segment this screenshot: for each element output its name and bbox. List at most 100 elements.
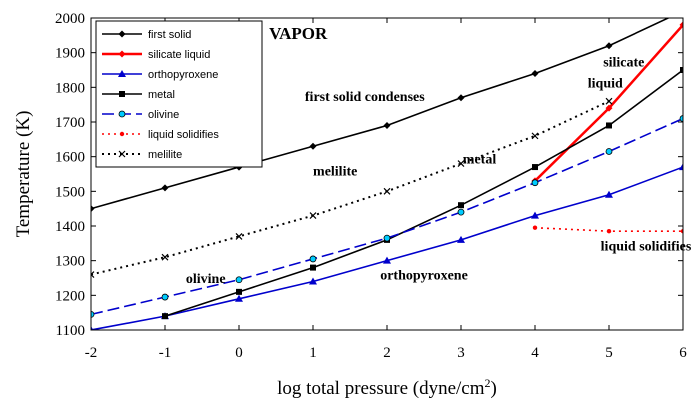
data-point-olivine bbox=[605, 148, 613, 155]
data-point-metal bbox=[162, 313, 168, 320]
annotation-label: liquid bbox=[588, 76, 623, 91]
data-point-olivine bbox=[161, 293, 169, 301]
series-orthopyroxene bbox=[91, 163, 683, 330]
y-tick-label: 1100 bbox=[56, 323, 85, 339]
y-tick-label: 1400 bbox=[55, 219, 85, 235]
y-tick-label: 1900 bbox=[55, 46, 85, 62]
legend-marker-liquid-solidifies bbox=[119, 131, 125, 137]
y-tick-label: 1700 bbox=[55, 115, 85, 131]
annotation-label: melilite bbox=[313, 165, 357, 180]
legend: first solid silicate liquid orthopyroxene m… bbox=[95, 20, 263, 168]
plot-frame bbox=[90, 17, 684, 331]
legend-label-metal: metal bbox=[148, 89, 175, 101]
annotation-label: orthopyroxene bbox=[380, 269, 468, 284]
data-point-metal bbox=[680, 67, 683, 73]
annotation-label: liquid solidifies bbox=[601, 239, 692, 254]
legend-marker-silicate-liquid bbox=[118, 50, 126, 58]
annotation-layer: VAPOR first solid condenses silicate liquid… bbox=[186, 24, 692, 287]
y-tick-label: 2000 bbox=[55, 11, 85, 27]
annotation-label: VAPOR bbox=[269, 24, 328, 43]
annotation-label: olivine bbox=[186, 272, 226, 287]
x-tick-label: 6 bbox=[679, 345, 687, 361]
data-point-melilite bbox=[383, 187, 391, 195]
legend-marker-melilite bbox=[118, 150, 126, 158]
series-first-solid bbox=[91, 8, 687, 213]
y-tick-label: 1600 bbox=[55, 150, 85, 166]
data-point-olivine bbox=[309, 255, 317, 263]
data-point-metal bbox=[532, 164, 538, 171]
series-line-metal bbox=[164, 69, 683, 317]
data-point-first-solid bbox=[383, 121, 391, 129]
legend-label-first-solid: first solid bbox=[148, 29, 191, 41]
data-point-liquid-solidifies bbox=[606, 229, 612, 234]
y-tick-labels: 1100 1200 1300 1400 1500 1600 1700 1800 1900 2000 bbox=[55, 11, 85, 339]
data-point-first-solid bbox=[457, 94, 465, 102]
data-point-liquid-solidifies bbox=[680, 229, 683, 234]
data-point-melilite bbox=[605, 97, 613, 105]
x-tick-label: 2 bbox=[383, 345, 391, 361]
x-tick-label: -2 bbox=[85, 345, 98, 361]
data-point-first-solid bbox=[680, 8, 687, 15]
data-point-orthopyroxene bbox=[531, 211, 539, 219]
y-tick-label: 1200 bbox=[55, 288, 85, 304]
data-point-metal bbox=[236, 288, 242, 295]
legend-label-liquid-solidifies: liquid solidifies bbox=[148, 129, 219, 141]
x-tick-label: -1 bbox=[159, 345, 172, 361]
data-point-orthopyroxene bbox=[457, 235, 465, 243]
data-point-silicate-liquid bbox=[605, 104, 613, 112]
data-point-metal bbox=[310, 264, 316, 271]
data-point-orthopyroxene bbox=[91, 326, 94, 330]
x-axis-title-superscript: 2 bbox=[485, 376, 491, 390]
data-point-orthopyroxene bbox=[383, 256, 391, 264]
data-point-metal bbox=[606, 122, 612, 129]
data-point-orthopyroxene bbox=[605, 190, 613, 198]
data-point-first-solid bbox=[531, 69, 539, 77]
x-tick-label: 3 bbox=[457, 345, 465, 361]
x-tick-labels: -2 -1 0 1 2 3 4 5 6 bbox=[85, 345, 688, 361]
data-point-melilite bbox=[161, 253, 169, 261]
legend-label-olivine: olivine bbox=[148, 109, 179, 121]
data-point-liquid-solidifies bbox=[532, 225, 538, 230]
x-tick-label: 4 bbox=[531, 345, 539, 361]
y-tick-label: 1500 bbox=[55, 184, 85, 200]
data-point-olivine bbox=[91, 311, 95, 318]
data-point-first-solid bbox=[309, 142, 317, 150]
x-axis-title: log total pressure (dyne/cm2) bbox=[277, 376, 497, 399]
data-point-orthopyroxene bbox=[309, 277, 317, 285]
data-point-metal bbox=[458, 202, 464, 209]
annotation-label: first solid condenses bbox=[305, 90, 425, 105]
x-tick-label: 1 bbox=[309, 345, 317, 361]
data-point-olivine bbox=[531, 179, 539, 187]
series-layer bbox=[91, 8, 687, 330]
data-point-olivine bbox=[383, 234, 391, 242]
legend-marker-metal bbox=[119, 91, 125, 97]
data-point-olivine bbox=[235, 276, 243, 284]
x-tick-label: 5 bbox=[605, 345, 613, 361]
x-axis-title-end: ) bbox=[491, 378, 497, 399]
series-liquid-solidifies bbox=[532, 225, 683, 234]
legend-marker-orthopyroxene bbox=[118, 70, 126, 77]
data-point-first-solid bbox=[91, 205, 95, 213]
data-point-olivine bbox=[679, 115, 683, 122]
series-melilite bbox=[91, 97, 613, 278]
legend-label-silicate-liquid: silicate liquid bbox=[148, 49, 210, 61]
data-point-orthopyroxene bbox=[679, 163, 683, 171]
series-olivine bbox=[91, 115, 683, 318]
y-tick-label: 1300 bbox=[55, 254, 85, 270]
data-point-melilite bbox=[235, 232, 243, 240]
data-point-melilite bbox=[531, 132, 539, 140]
data-point-orthopyroxene bbox=[235, 294, 243, 302]
legend-label-orthopyroxene: orthopyroxene bbox=[148, 69, 218, 81]
y-axis-title: Temperature (K) bbox=[13, 111, 34, 238]
legend-marker-olivine bbox=[118, 110, 126, 118]
x-tick-label: 0 bbox=[235, 345, 243, 361]
series-line-olivine bbox=[91, 117, 683, 316]
data-point-first-solid bbox=[605, 42, 613, 50]
data-point-melilite bbox=[91, 271, 95, 278]
legend-label-melilite: melilite bbox=[148, 149, 182, 161]
series-line-liquid-solidifies bbox=[534, 226, 683, 232]
annotation-label: silicate bbox=[603, 56, 644, 71]
data-point-melilite bbox=[457, 160, 465, 168]
y-tick-label: 1800 bbox=[55, 80, 85, 96]
